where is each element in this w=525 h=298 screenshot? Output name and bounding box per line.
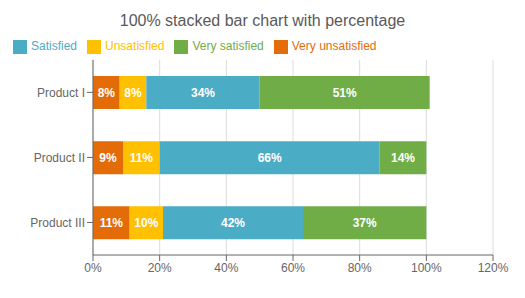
svg-text:34%: 34%: [191, 86, 215, 100]
svg-text:10%: 10%: [134, 216, 158, 230]
svg-text:Product III: Product III: [30, 216, 85, 230]
html-text:100% stacked bar chart with pe: 100% stacked bar chart with percentage: [119, 12, 406, 29]
svg-text:51%: 51%: [333, 86, 357, 100]
svg-text:40%: 40%: [214, 261, 238, 275]
svg-text:120%: 120%: [478, 261, 509, 275]
svg-text:42%: 42%: [221, 216, 245, 230]
html-text:Unsatisfied: Unsatisfied: [105, 39, 165, 53]
html-text:Very unsatisfied: Very unsatisfied: [291, 39, 377, 53]
svg-text:80%: 80%: [348, 261, 372, 275]
svg-text:100%: 100%: [411, 261, 442, 275]
svg-text:Product I: Product I: [37, 86, 85, 100]
svg-text:11%: 11%: [130, 151, 154, 165]
svg-text:14%: 14%: [391, 151, 415, 165]
svg-text:11%: 11%: [100, 216, 124, 230]
svg-text:20%: 20%: [148, 261, 172, 275]
svg-text:Product II: Product II: [34, 151, 85, 165]
svg-text:37%: 37%: [353, 216, 377, 230]
svg-text:60%: 60%: [281, 261, 305, 275]
html-text:Very satisfied: Very satisfied: [192, 39, 264, 53]
svg-text:0%: 0%: [84, 261, 102, 275]
svg-text:8%: 8%: [124, 86, 142, 100]
svg-text:66%: 66%: [258, 151, 282, 165]
html-text:Satisfied: Satisfied: [31, 39, 77, 53]
svg-text:9%: 9%: [99, 151, 117, 165]
svg-text:8%: 8%: [98, 86, 116, 100]
